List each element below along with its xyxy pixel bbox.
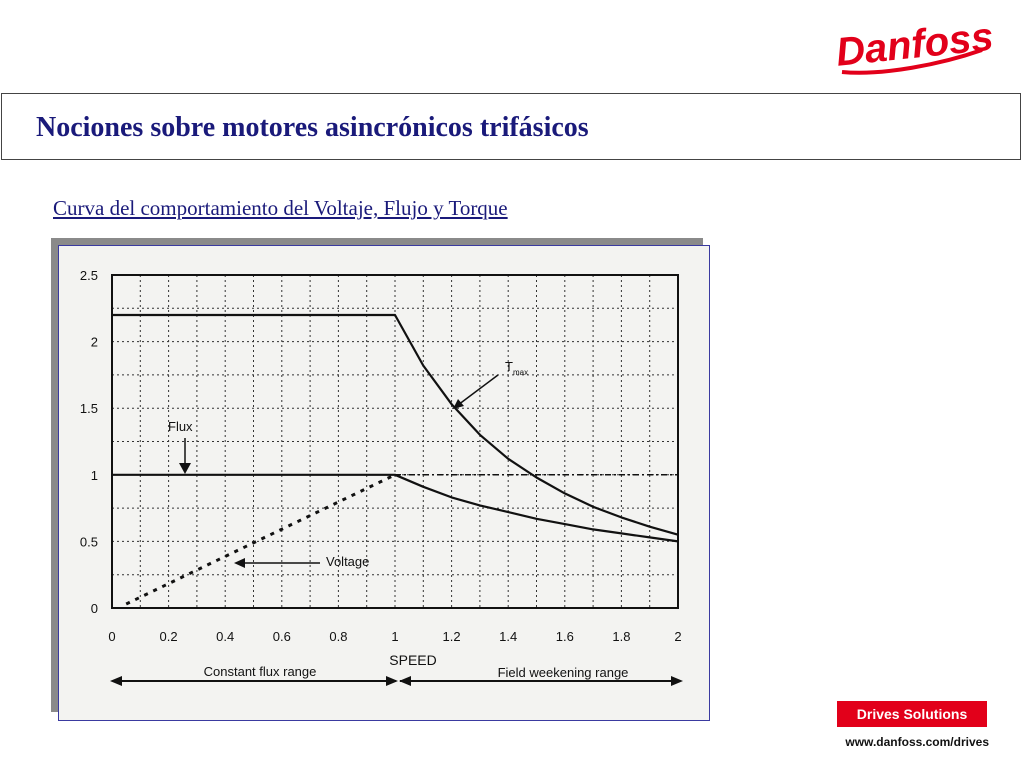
voltage-arrow-head xyxy=(234,558,245,568)
annotation-voltage: Voltage xyxy=(326,554,369,569)
y-tick-label: 0.5 xyxy=(80,534,98,549)
annotation-tmax: Tmax xyxy=(505,359,528,377)
x-tick-labels: 0 0.2 0.4 0.6 0.8 1 1.2 1.4 1.6 1.8 2 xyxy=(108,629,681,644)
y-tick-label: 1 xyxy=(91,468,98,483)
x-tick-label: 1.4 xyxy=(499,629,517,644)
field-weakening-left-arrow xyxy=(399,676,411,686)
logo-text: Danfoss xyxy=(834,15,992,75)
x-tick-label: 1 xyxy=(391,629,398,644)
title-box: Nociones sobre motores asincrónicos trif… xyxy=(1,93,1021,160)
chart-grid xyxy=(112,275,678,608)
x-tick-label: 0.8 xyxy=(329,629,347,644)
x-tick-label: 1.6 xyxy=(556,629,574,644)
x-tick-label: 2 xyxy=(674,629,681,644)
y-tick-label: 1.5 xyxy=(80,401,98,416)
flux-arrow-head xyxy=(179,463,191,474)
tmax-arrow-line xyxy=(457,374,499,406)
page-title: Nociones sobre motores asincrónicos trif… xyxy=(36,112,589,143)
tmax-arrow-head xyxy=(453,399,464,409)
x-tick-label: 0.2 xyxy=(160,629,178,644)
y-tick-label: 2 xyxy=(91,335,98,350)
y-tick-labels: 0 0.5 1 1.5 2 2.5 xyxy=(80,268,98,616)
constant-flux-left-arrow xyxy=(110,676,122,686)
annotation-field-weakening: Field weekening range xyxy=(498,665,629,680)
x-tick-label: 0.4 xyxy=(216,629,234,644)
x-tick-label: 1.8 xyxy=(612,629,630,644)
field-weakening-right-arrow xyxy=(671,676,683,686)
series-lines xyxy=(112,313,679,606)
voltage-flux-torque-chart: 0 0.5 1 1.5 2 2.5 0 0.2 0.4 0.6 0.8 1 1.2 1.4 1.6 1.8 2… xyxy=(80,268,683,686)
x-tick-label: 0.6 xyxy=(273,629,291,644)
drives-solutions-badge: Drives Solutions xyxy=(837,701,987,727)
website-url[interactable]: www.danfoss.com/drives xyxy=(845,735,989,749)
plot-border xyxy=(111,274,679,609)
x-tick-label: 1.2 xyxy=(443,629,461,644)
x-axis-label: SPEED xyxy=(389,652,436,668)
x-tick-label: 0 xyxy=(108,629,115,644)
danfoss-logo: Danfoss xyxy=(834,15,992,75)
y-tick-label: 2.5 xyxy=(80,268,98,283)
series-flux-line xyxy=(112,473,679,543)
chart-frame xyxy=(58,245,710,721)
y-tick-label: 0 xyxy=(91,601,98,616)
series-voltage-line xyxy=(125,473,396,606)
constant-flux-right-arrow xyxy=(386,676,398,686)
series-tmax-line xyxy=(112,313,679,536)
chart-subtitle-link[interactable]: Curva del comportamiento del Voltaje, Fl… xyxy=(53,196,508,220)
annotation-flux: Flux xyxy=(168,419,193,434)
annotation-constant-flux: Constant flux range xyxy=(204,664,317,679)
